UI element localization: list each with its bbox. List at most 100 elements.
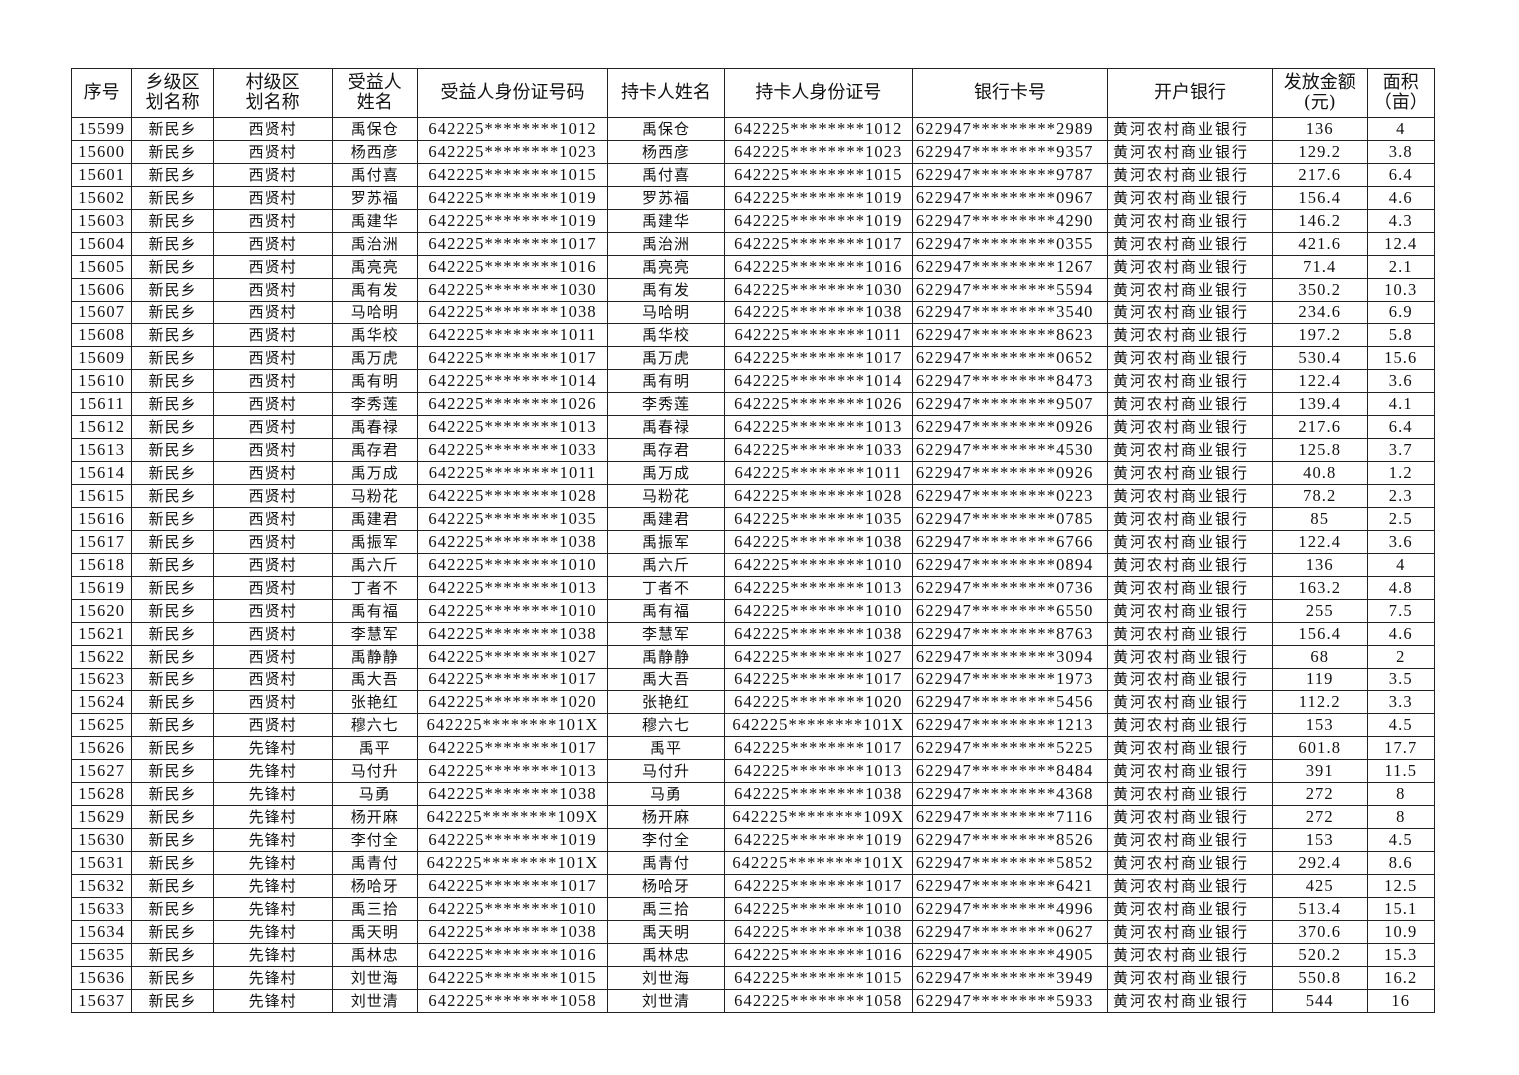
table-row: 15623 新民乡 西贤村 禹大吾 642225********1017 禹大吾 64222… [70,667,1436,692]
cell-cardholder-name: 禹青付 [607,851,725,875]
cell-bank-card: 622947*********1973 [911,667,1109,692]
cell-village: 西贤村 [212,162,333,187]
cell-beneficiary-name: 禹保仓 [331,117,418,141]
cell-cardholder-name: 丁者不 [607,575,725,600]
cell-beneficiary-name: 马粉花 [331,484,418,508]
table-row: 15634 新民乡 先锋村 禹天明 642225********1038 禹天明 64222… [70,919,1436,944]
cell-cardholder-name: 李秀莲 [607,392,725,417]
table-row: 15630 新民乡 先锋村 李付全 642225********1019 李付全 64222… [70,828,1436,852]
cell-bank: 黄河农村商业银行 [1107,873,1273,898]
cell-cardholder-id: 642225********101X [723,851,913,875]
table-row: 15631 新民乡 先锋村 禹青付 642225********101X 禹青付 64222… [70,851,1436,875]
cell-village: 西贤村 [212,529,333,554]
table-row: 15636 新民乡 先锋村 刘世海 642225********1015 刘世海 64222… [70,965,1436,990]
cell-amount: 125.8 [1271,438,1368,463]
cell-cardholder-id: 642225********1030 [723,277,913,302]
cell-village: 西贤村 [212,277,333,302]
cell-serial: 15631 [70,851,133,875]
cell-cardholder-name: 禹有发 [607,277,725,302]
table-row: 15635 新民乡 先锋村 禹林忠 642225********1016 禹林忠 64222… [70,942,1436,967]
cell-bank-card: 622947*********0355 [911,231,1109,256]
cell-cardholder-name: 张艳红 [607,690,725,715]
table-row: 15599 新民乡 西贤村 禹保仓 642225********1012 禹保仓 64222… [70,117,1436,141]
cell-village: 西贤村 [212,415,333,440]
cell-area: 3.6 [1366,369,1436,394]
cell-township: 新民乡 [131,896,214,921]
cell-village: 先锋村 [212,805,333,830]
header-col-beneficiary-name: 受益人 姓名 [331,68,418,118]
cell-amount: 550.8 [1271,965,1368,990]
cell-township: 新民乡 [131,323,214,348]
table-row: 15624 新民乡 西贤村 张艳红 642225********1020 张艳红 64222… [70,690,1436,715]
cell-township: 新民乡 [131,965,214,990]
cell-area: 3.7 [1366,438,1436,463]
cell-beneficiary-name: 刘世清 [331,988,418,1013]
cell-township: 新民乡 [131,851,214,875]
cell-serial: 15630 [70,828,133,852]
cell-bank-card: 622947*********4290 [911,208,1109,233]
cell-beneficiary-id: 642225********1038 [416,621,609,646]
cell-cardholder-id: 642225********1015 [723,965,913,990]
cell-bank-card: 622947*********9357 [911,139,1109,164]
table-row: 15607 新民乡 西贤村 马哈明 642225********1038 马哈明 64222… [70,300,1436,325]
cell-beneficiary-id: 642225********1023 [416,139,609,164]
cell-beneficiary-name: 穆六七 [331,713,418,738]
cell-area: 4.6 [1366,185,1436,210]
cell-cardholder-id: 642225********1017 [723,346,913,371]
cell-bank: 黄河农村商业银行 [1107,506,1273,531]
cell-area: 3.8 [1366,139,1436,164]
cell-cardholder-id: 642225********1013 [723,759,913,784]
cell-village: 先锋村 [212,782,333,807]
cell-beneficiary-name: 禹青付 [331,851,418,875]
cell-township: 新民乡 [131,873,214,898]
cell-bank: 黄河农村商业银行 [1107,736,1273,761]
cell-beneficiary-id: 642225********1015 [416,965,609,990]
cell-village: 西贤村 [212,690,333,715]
cell-amount: 391 [1271,759,1368,784]
cell-beneficiary-id: 642225********1028 [416,484,609,508]
cell-cardholder-id: 642225********1038 [723,782,913,807]
cell-beneficiary-name: 张艳红 [331,690,418,715]
cell-beneficiary-id: 642225********1027 [416,644,609,669]
cell-beneficiary-name: 禹有发 [331,277,418,302]
cell-cardholder-name: 禹万成 [607,461,725,485]
cell-cardholder-id: 642225********1012 [723,117,913,141]
cell-beneficiary-id: 642225********1012 [416,117,609,141]
cell-bank: 黄河农村商业银行 [1107,323,1273,348]
cell-amount: 530.4 [1271,346,1368,371]
cell-cardholder-name: 李付全 [607,828,725,852]
cell-amount: 520.2 [1271,942,1368,967]
cell-serial: 15599 [70,117,133,141]
cell-serial: 15627 [70,759,133,784]
cell-township: 新民乡 [131,575,214,600]
cell-beneficiary-name: 禹建君 [331,506,418,531]
cell-cardholder-name: 禹天明 [607,919,725,944]
header-col-amount: 发放金额 (元) [1271,68,1368,118]
cell-bank-card: 622947*********0926 [911,461,1109,485]
cell-beneficiary-name: 李秀莲 [331,392,418,417]
cell-township: 新民乡 [131,644,214,669]
cell-township: 新民乡 [131,484,214,508]
cell-bank: 黄河农村商业银行 [1107,552,1273,577]
cell-beneficiary-id: 642225********1015 [416,162,609,187]
cell-cardholder-id: 642225********1016 [723,942,913,967]
cell-beneficiary-id: 642225********1010 [416,552,609,577]
cell-beneficiary-name: 禹静静 [331,644,418,669]
cell-cardholder-name: 马勇 [607,782,725,807]
cell-beneficiary-id: 642225********1020 [416,690,609,715]
cell-bank-card: 622947*********3949 [911,965,1109,990]
cell-bank: 黄河农村商业银行 [1107,392,1273,417]
cell-serial: 15604 [70,231,133,256]
cell-serial: 15634 [70,919,133,944]
cell-beneficiary-name: 禹林忠 [331,942,418,967]
cell-serial: 15600 [70,139,133,164]
cell-cardholder-name: 杨哈牙 [607,873,725,898]
cell-beneficiary-name: 马付升 [331,759,418,784]
cell-bank: 黄河农村商业银行 [1107,300,1273,325]
cell-bank: 黄河农村商业银行 [1107,805,1273,830]
cell-cardholder-name: 禹付喜 [607,162,725,187]
cell-serial: 15636 [70,965,133,990]
cell-cardholder-id: 642225********1010 [723,896,913,921]
cell-cardholder-id: 642225********1015 [723,162,913,187]
cell-area: 15.3 [1366,942,1436,967]
